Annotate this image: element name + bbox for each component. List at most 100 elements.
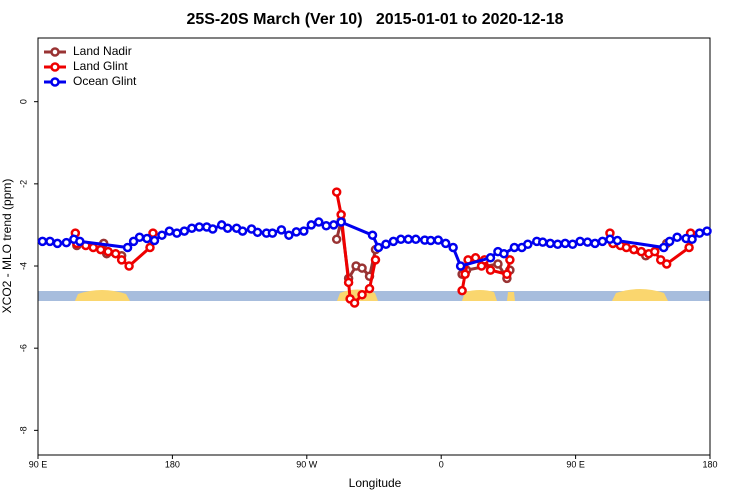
data-point [343,277,354,288]
y-tick-label: 0 [18,99,28,104]
data-point [103,246,113,257]
data-point [499,248,509,259]
data-point [672,232,682,243]
plot-frame [37,37,711,456]
land-patch [462,290,497,301]
data-point [485,265,496,275]
data-point [370,255,381,265]
data-point [457,285,467,296]
data-point [597,236,608,247]
data-point [537,237,548,247]
data-point [575,236,585,247]
data-point [694,228,705,238]
legend-marker [50,47,60,57]
legend-marker [50,62,60,72]
y-tick-label: -8 [18,426,28,434]
data-point [267,228,278,238]
data-point [276,225,287,235]
x-tick-label: 180 [702,459,717,469]
data-point [649,246,660,257]
data-point [75,236,85,247]
data-point [124,261,134,271]
data-point [45,236,55,247]
data-point [403,234,414,245]
data-point [448,242,458,253]
land-mask [38,289,710,301]
data-point [237,226,248,236]
data-point [381,239,391,249]
land-patch [612,289,668,301]
legend-label: Land Nadir [73,44,132,58]
data-point [658,242,669,253]
data-point [425,235,436,246]
data-point [306,220,317,230]
land-patch [75,290,130,301]
data-point [187,223,197,233]
data-point [440,238,451,249]
data-point [664,236,675,247]
data-point [299,226,309,236]
data-point [509,242,520,253]
data-point [179,226,190,236]
data-point [661,259,672,269]
legend-label: Ocean Glint [73,74,137,88]
chart-title: 25S-20S March (Ver 10) 2015-01-01 to 202… [186,11,563,28]
land-patch [507,292,515,301]
data-point [284,230,294,240]
data-point [128,236,139,247]
data-point [164,226,175,236]
x-tick-label: 0 [439,459,444,469]
y-axis-label: XCO2 - MLO trend (ppm) [0,179,14,314]
legend-marker [50,77,60,87]
data-point [373,242,384,253]
data-point [582,237,593,247]
data-point [396,234,406,245]
data-point [687,234,697,245]
data-point [349,298,360,308]
data-point [621,242,632,253]
data-point [252,227,263,238]
data-point [367,230,378,240]
data-point [629,244,639,255]
data-point [605,234,615,245]
data-point [321,221,331,231]
data-point [433,235,443,245]
data-point [134,232,145,243]
data-point [502,269,512,279]
data-point [52,238,63,249]
data-point [110,248,121,259]
data-point [328,220,339,230]
data-point [331,234,342,245]
data-point [331,187,342,197]
data-point [485,253,496,263]
data-point [505,255,515,265]
data-point [560,238,570,249]
data-point [523,239,533,249]
data-point [172,228,182,238]
data-point [157,230,167,240]
y-tick-label: -2 [18,180,28,188]
data-point [357,263,367,273]
data-point [493,259,503,269]
data-point [194,222,205,232]
data-point [336,217,346,227]
data-point [116,255,127,265]
legend-label: Land Glint [73,59,128,73]
data-point [37,236,48,247]
data-point [567,239,578,249]
data-point [88,242,99,253]
data-point [122,242,133,253]
y-tick-label: -6 [18,344,28,352]
x-tick-label: 180 [165,459,180,469]
data-point [455,261,466,271]
y-tick-label: -4 [18,262,28,270]
data-point [336,209,346,220]
x-tick-label: 90 E [29,459,48,469]
data-point [313,217,324,227]
data-point [636,246,647,257]
data-point [460,269,470,279]
data-point [612,235,623,246]
data-point [61,237,72,248]
x-tick-label: 90 E [566,459,585,469]
